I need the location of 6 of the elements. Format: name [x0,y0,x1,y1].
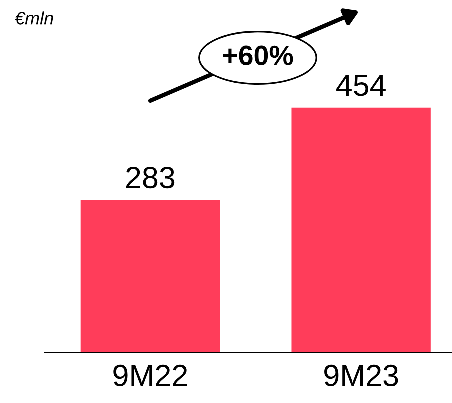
x-tick-label: 9M23 [324,364,398,387]
text: +60% [223,46,294,66]
data-label: 283 [126,166,175,189]
data-label: 454 [336,74,386,96]
text: €mln [15,12,54,25]
x-tick-label: 9M22 [114,364,188,387]
